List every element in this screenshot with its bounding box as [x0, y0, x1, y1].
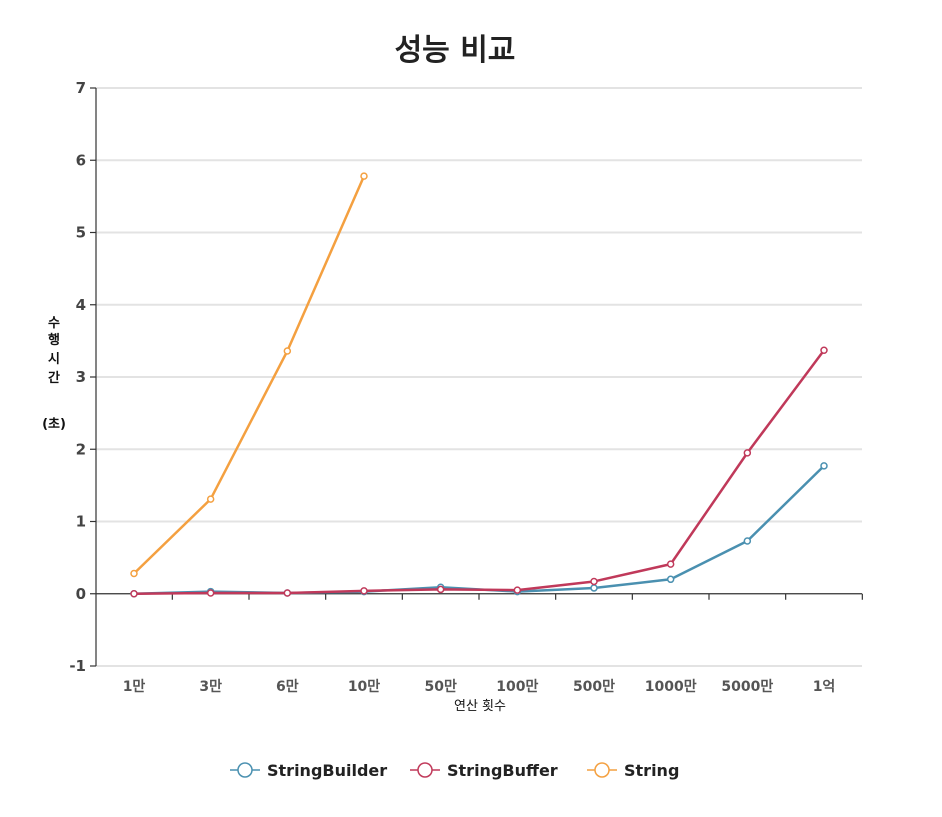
y-axis-label-part: 시: [48, 352, 60, 367]
x-tick-label: 100만: [496, 679, 538, 695]
legend-item[interactable]: String: [587, 761, 679, 780]
data-point[interactable]: [590, 584, 598, 592]
y-tick-labels: -1 0 1 2 3 4 5 6 7: [69, 79, 86, 675]
y-tick-label: -1: [69, 657, 86, 675]
chart-title: 성능 비교: [395, 33, 516, 68]
x-axis-label: 연산 횟수: [454, 699, 506, 714]
x-tick-label: 50만: [424, 679, 456, 695]
series-lines: [130, 172, 828, 598]
data-point[interactable]: [666, 575, 675, 584]
y-tick-label: 6: [76, 151, 86, 169]
data-point[interactable]: [360, 172, 368, 180]
x-tick-label: 5000만: [721, 679, 773, 695]
series-line: [133, 464, 825, 595]
data-point[interactable]: [590, 577, 598, 586]
data-point[interactable]: [206, 495, 215, 503]
x-tick-label: 1만: [123, 679, 146, 695]
legend-item[interactable]: StringBuilder: [230, 761, 387, 780]
y-tick-label: 1: [76, 513, 86, 531]
grid-lines: [96, 87, 862, 667]
y-axis-label-part: (초): [42, 417, 66, 432]
legend[interactable]: StringBuilder StringBuffer String: [230, 761, 679, 780]
series-line: [133, 175, 366, 575]
x-tick-label: 3만: [199, 679, 222, 695]
x-tick-label: 500만: [573, 679, 615, 695]
y-tick-label: 0: [76, 585, 86, 603]
y-axis-label-part: 행: [48, 332, 60, 348]
data-point[interactable]: [283, 589, 292, 597]
series-line: [133, 349, 826, 595]
data-point[interactable]: [206, 589, 215, 597]
data-point[interactable]: [743, 449, 752, 457]
legend-item[interactable]: StringBuffer: [410, 761, 558, 780]
y-tick-label: 7: [76, 79, 86, 97]
data-point[interactable]: [130, 569, 138, 578]
y-tick-label: 5: [76, 224, 86, 242]
legend-label: StringBuffer: [447, 761, 558, 780]
data-point[interactable]: [666, 560, 675, 568]
data-point[interactable]: [743, 537, 752, 545]
y-tick-label: 4: [76, 296, 86, 314]
x-tick-label: 10만: [348, 679, 380, 695]
legend-label: String: [624, 761, 679, 780]
y-axis-label-part: 간: [48, 370, 60, 386]
data-point[interactable]: [436, 585, 445, 594]
data-point[interactable]: [130, 590, 138, 598]
legend-marker: [594, 762, 610, 778]
x-tick-label: 1억: [813, 679, 836, 695]
y-tick-label: 3: [76, 368, 86, 386]
data-point[interactable]: [820, 462, 828, 470]
y-axis-label-part: 수: [48, 316, 60, 331]
y-tick-label: 2: [76, 440, 86, 458]
data-point[interactable]: [820, 346, 828, 355]
legend-label: StringBuilder: [267, 761, 387, 780]
legend-marker: [237, 762, 253, 778]
x-tick-labels: 1만 3만 6만 10만 50만 100만 500만 1000만 5000만 1억: [123, 679, 836, 695]
x-tick-label: 6만: [276, 679, 299, 695]
data-point[interactable]: [283, 347, 292, 355]
legend-marker: [417, 762, 433, 778]
x-tick-label: 1000만: [645, 679, 697, 695]
data-point[interactable]: [513, 586, 522, 594]
data-point[interactable]: [360, 587, 368, 595]
